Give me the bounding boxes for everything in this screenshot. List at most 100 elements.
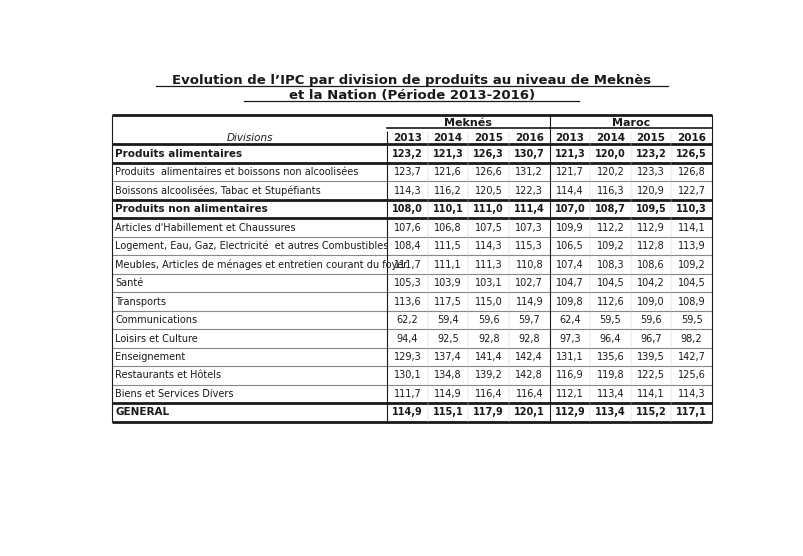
Text: 2015: 2015 <box>474 132 503 142</box>
Text: 142,4: 142,4 <box>515 352 543 362</box>
Text: et la Nation (Période 2013-2016): et la Nation (Période 2013-2016) <box>288 90 535 102</box>
Text: 104,5: 104,5 <box>677 278 705 288</box>
Text: 108,9: 108,9 <box>677 296 704 306</box>
Text: 2014: 2014 <box>433 132 462 142</box>
Text: 120,2: 120,2 <box>596 167 624 177</box>
Text: 116,4: 116,4 <box>515 389 543 399</box>
Text: Divisions: Divisions <box>226 132 272 142</box>
Text: 108,3: 108,3 <box>596 260 624 270</box>
Text: 106,8: 106,8 <box>434 222 462 232</box>
Text: 130,1: 130,1 <box>393 370 421 380</box>
Text: 111,1: 111,1 <box>434 260 462 270</box>
Text: 102,7: 102,7 <box>515 278 543 288</box>
Text: 120,1: 120,1 <box>513 408 544 418</box>
Text: 104,7: 104,7 <box>556 278 583 288</box>
Text: 115,0: 115,0 <box>475 296 502 306</box>
Text: 115,1: 115,1 <box>432 408 463 418</box>
Text: 126,6: 126,6 <box>475 167 502 177</box>
Text: 139,5: 139,5 <box>637 352 664 362</box>
Text: 111,5: 111,5 <box>434 241 462 251</box>
Text: 123,7: 123,7 <box>393 167 421 177</box>
Text: 135,6: 135,6 <box>596 352 624 362</box>
Text: 114,9: 114,9 <box>434 389 462 399</box>
Text: 130,7: 130,7 <box>513 148 544 158</box>
Text: 116,9: 116,9 <box>556 370 583 380</box>
Text: 116,4: 116,4 <box>475 389 502 399</box>
Text: 111,4: 111,4 <box>513 204 544 214</box>
Text: 109,8: 109,8 <box>556 296 583 306</box>
Text: 114,3: 114,3 <box>475 241 502 251</box>
Text: 112,1: 112,1 <box>556 389 583 399</box>
Text: 120,0: 120,0 <box>594 148 625 158</box>
Text: 114,1: 114,1 <box>637 389 664 399</box>
Text: 59,4: 59,4 <box>437 315 459 325</box>
Text: 119,8: 119,8 <box>596 370 624 380</box>
Text: Meubles, Articles de ménages et entretien courant du foyer: Meubles, Articles de ménages et entretie… <box>115 259 407 270</box>
Text: 112,9: 112,9 <box>637 222 664 232</box>
Text: 103,1: 103,1 <box>475 278 502 288</box>
Text: 120,9: 120,9 <box>637 186 664 196</box>
Text: 117,5: 117,5 <box>434 296 462 306</box>
Text: 109,5: 109,5 <box>635 204 666 214</box>
Text: 92,8: 92,8 <box>518 334 540 344</box>
Text: Produits alimentaires: Produits alimentaires <box>115 148 242 158</box>
Text: 123,2: 123,2 <box>635 148 666 158</box>
Text: 96,4: 96,4 <box>599 334 621 344</box>
Text: 109,9: 109,9 <box>556 222 583 232</box>
Text: 122,5: 122,5 <box>636 370 664 380</box>
Text: 2013: 2013 <box>555 132 584 142</box>
Text: 120,5: 120,5 <box>475 186 502 196</box>
Text: 116,2: 116,2 <box>434 186 462 196</box>
Text: 122,3: 122,3 <box>515 186 543 196</box>
Text: Enseignement: Enseignement <box>115 352 185 362</box>
Text: 121,3: 121,3 <box>432 148 463 158</box>
Text: 121,3: 121,3 <box>554 148 585 158</box>
Text: 62,4: 62,4 <box>558 315 580 325</box>
Text: 141,4: 141,4 <box>475 352 502 362</box>
Text: 117,9: 117,9 <box>473 408 503 418</box>
Text: Meknés: Meknés <box>444 118 491 128</box>
Text: Loisirs et Culture: Loisirs et Culture <box>115 334 198 344</box>
Text: 109,2: 109,2 <box>677 260 705 270</box>
Text: 105,3: 105,3 <box>393 278 421 288</box>
Text: 114,1: 114,1 <box>677 222 704 232</box>
Text: 112,6: 112,6 <box>596 296 624 306</box>
Text: 104,5: 104,5 <box>596 278 624 288</box>
Text: Communications: Communications <box>115 315 197 325</box>
Text: Santé: Santé <box>115 278 143 288</box>
Text: 92,8: 92,8 <box>477 334 499 344</box>
Text: 103,9: 103,9 <box>434 278 462 288</box>
Text: 113,6: 113,6 <box>393 296 421 306</box>
Text: GENERAL: GENERAL <box>115 408 169 418</box>
Text: Logement, Eau, Gaz, Electricité  et autres Combustibles: Logement, Eau, Gaz, Electricité et autre… <box>115 241 388 251</box>
Text: 96,7: 96,7 <box>639 334 661 344</box>
Text: 92,5: 92,5 <box>437 334 459 344</box>
Text: 2014: 2014 <box>595 132 624 142</box>
Text: 107,5: 107,5 <box>475 222 502 232</box>
Text: Produits  alimentaires et boissons non alcoolisées: Produits alimentaires et boissons non al… <box>115 167 358 177</box>
Text: 142,7: 142,7 <box>677 352 705 362</box>
Text: Boissons alcoolisées, Tabac et Stupéfiants: Boissons alcoolisées, Tabac et Stupéfian… <box>115 186 320 196</box>
Text: 123,2: 123,2 <box>392 148 422 158</box>
Text: 59,5: 59,5 <box>680 315 702 325</box>
Text: 111,7: 111,7 <box>393 260 421 270</box>
Text: 97,3: 97,3 <box>558 334 580 344</box>
Text: 62,2: 62,2 <box>396 315 418 325</box>
Text: 109,0: 109,0 <box>637 296 664 306</box>
Text: 134,8: 134,8 <box>434 370 462 380</box>
Text: 129,3: 129,3 <box>393 352 421 362</box>
Text: 111,7: 111,7 <box>393 389 421 399</box>
Text: 113,4: 113,4 <box>594 408 625 418</box>
Text: 126,8: 126,8 <box>677 167 705 177</box>
Text: 108,4: 108,4 <box>393 241 421 251</box>
Text: 2016: 2016 <box>514 132 543 142</box>
Text: 2016: 2016 <box>676 132 705 142</box>
Text: 110,8: 110,8 <box>515 260 543 270</box>
Text: 114,4: 114,4 <box>556 186 583 196</box>
Text: 107,3: 107,3 <box>515 222 543 232</box>
Text: 110,1: 110,1 <box>432 204 463 214</box>
Text: 137,4: 137,4 <box>434 352 462 362</box>
Text: 59,7: 59,7 <box>518 315 540 325</box>
Text: 112,9: 112,9 <box>554 408 585 418</box>
Text: 59,5: 59,5 <box>599 315 621 325</box>
